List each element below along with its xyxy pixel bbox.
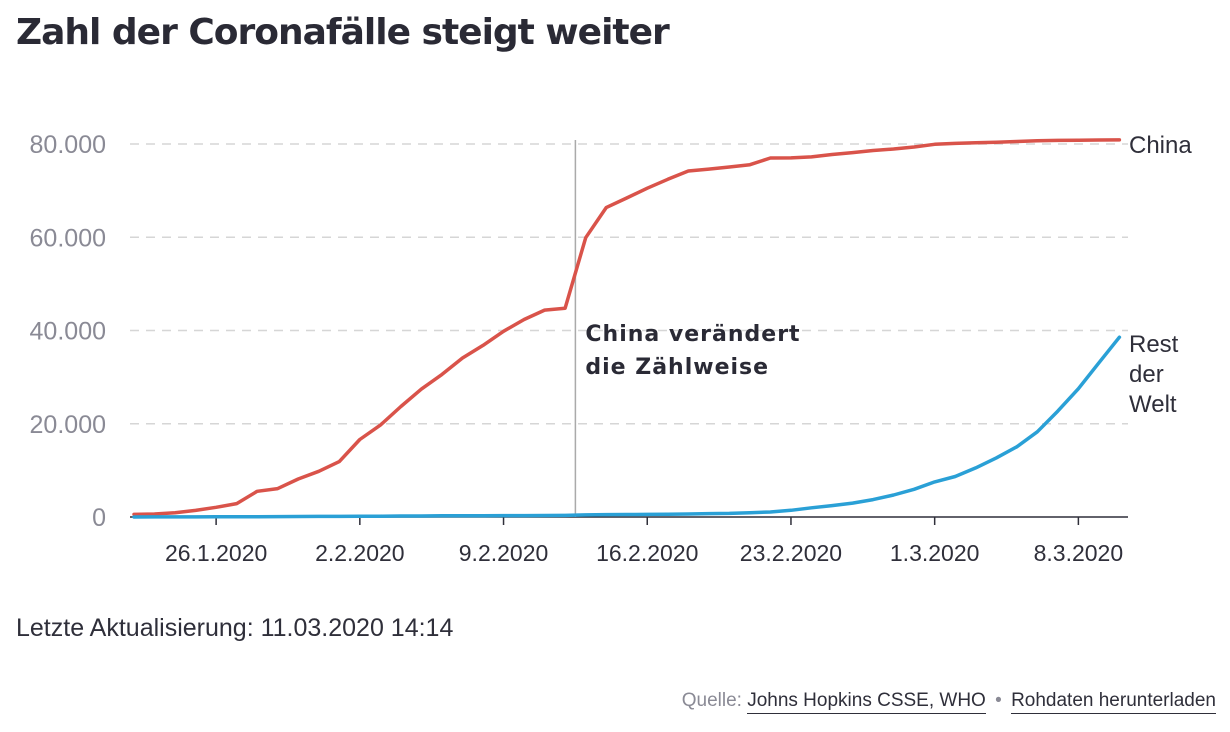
line-chart: 0 20.000 40.000 60.000 80.000 26.1.2020 2.2.2… — [30, 131, 1193, 566]
y-axis-labels: 0 20.000 40.000 60.000 80.000 — [30, 131, 106, 532]
x-tick-label: 9.2.2020 — [459, 540, 549, 566]
gridlines — [130, 143, 1128, 425]
series-lines — [132, 138, 1122, 519]
annotation: China verändert die Zählweise — [574, 140, 800, 517]
x-tick-label: 1.3.2020 — [890, 540, 980, 566]
series-line-china — [132, 138, 1122, 517]
x-tick-label: 8.3.2020 — [1034, 540, 1124, 566]
x-tick-label: 23.2.2020 — [740, 540, 842, 566]
last-updated: Letzte Aktualisierung: 11.03.2020 14:14 — [16, 614, 454, 642]
download-link[interactable]: Rohdaten herunterladen — [1011, 690, 1216, 714]
annotation-text: China verändert — [585, 322, 800, 347]
y-tick-label: 80.000 — [30, 131, 106, 159]
series-label: der — [1129, 361, 1164, 388]
series-line-rest — [132, 335, 1122, 519]
x-tick-label: 26.1.2020 — [165, 540, 267, 566]
x-tick-label: 16.2.2020 — [596, 540, 698, 566]
series-label: Welt — [1129, 391, 1177, 418]
y-tick-label: 40.000 — [30, 318, 106, 346]
annotation-text: die Zählweise — [585, 355, 769, 380]
y-tick-label: 20.000 — [30, 411, 106, 439]
series-label: China — [1129, 132, 1192, 159]
separator-dot: • — [995, 690, 1002, 711]
y-tick-label: 60.000 — [30, 224, 106, 252]
source-label: Quelle: — [681, 690, 742, 711]
chart-title: Zahl der Coronafälle steigt weiter — [16, 12, 670, 53]
x-tick-label: 2.2.2020 — [315, 540, 405, 566]
source-link[interactable]: Johns Hopkins CSSE, WHO — [747, 690, 986, 714]
source-line: Quelle: Johns Hopkins CSSE, WHO • Rohdat… — [681, 690, 1216, 714]
y-tick-label: 0 — [92, 504, 106, 532]
series-labels: China Rest der Welt — [1129, 132, 1192, 418]
series-label: Rest — [1129, 331, 1179, 358]
x-axis: 26.1.2020 2.2.2020 9.2.2020 16.2.2020 23.2.2… — [130, 516, 1128, 566]
